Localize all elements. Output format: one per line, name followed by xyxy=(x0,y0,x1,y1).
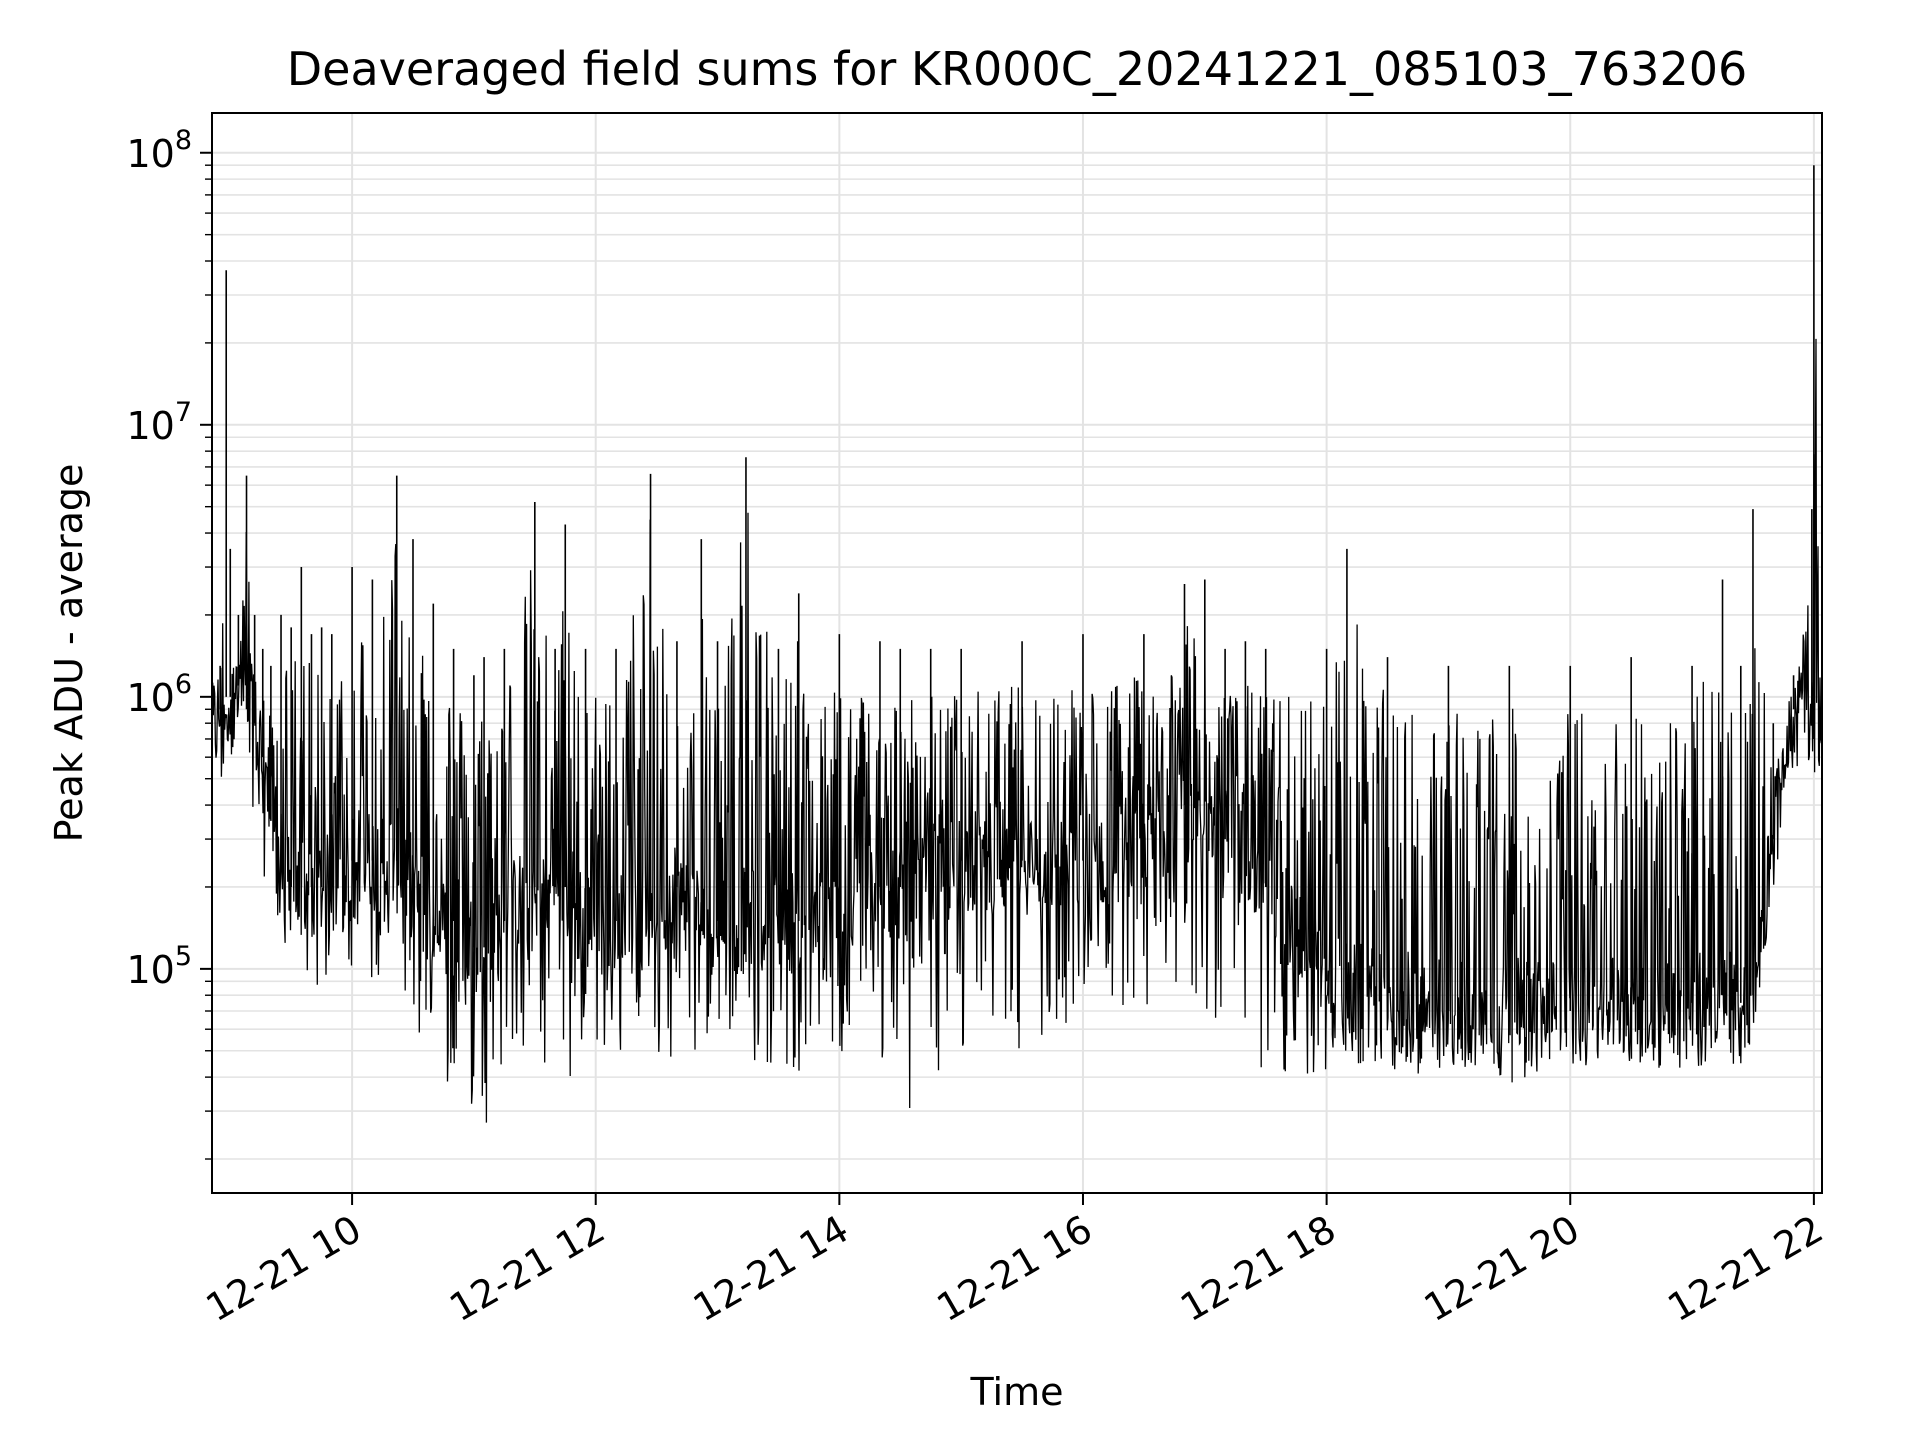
y-tick-label: 108 xyxy=(126,125,192,176)
y-tick-label: 105 xyxy=(126,941,192,992)
series-line xyxy=(211,338,1823,1123)
y-tick-label: 107 xyxy=(126,397,192,448)
y-tick-label: 106 xyxy=(126,669,192,720)
data-series xyxy=(211,165,1823,1123)
chart-title: Deaveraged field sums for KR000C_2024122… xyxy=(287,42,1748,96)
x-axis-label: Time xyxy=(970,1370,1064,1414)
plot-frame xyxy=(211,112,1823,1194)
y-axis-label: Peak ADU - average xyxy=(47,464,91,843)
